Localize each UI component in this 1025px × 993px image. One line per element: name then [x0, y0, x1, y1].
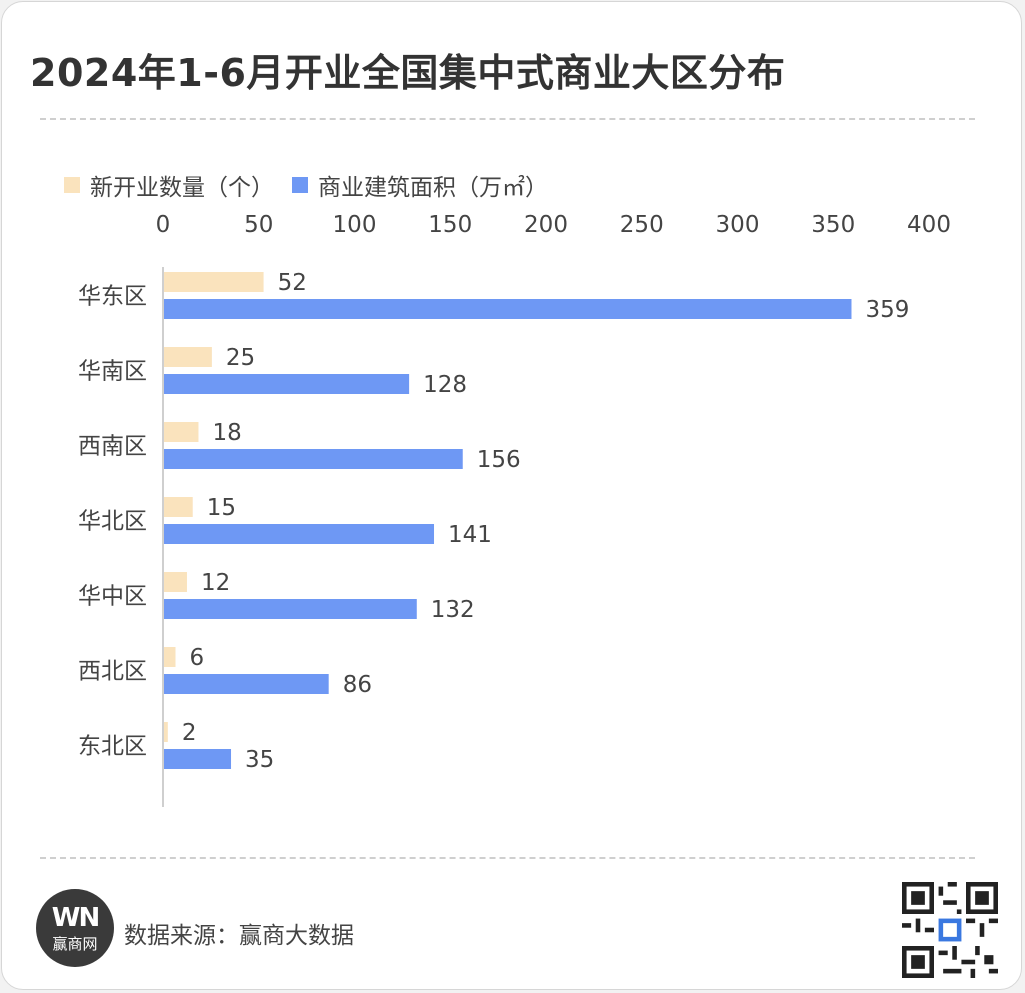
category-label: 华南区	[78, 359, 147, 385]
bottom-divider	[40, 857, 975, 859]
data-label: 86	[343, 672, 372, 698]
bar-floor-area	[164, 449, 463, 469]
category-label: 西南区	[78, 434, 147, 460]
bar-new-openings	[164, 347, 212, 367]
legend-label-series2: 商业建筑面积（万㎡）	[318, 175, 548, 201]
legend-item-series2: 商业建筑面积（万㎡）	[292, 168, 548, 202]
legend-item-series1: 新开业数量（个）	[64, 168, 274, 202]
x-tick-label: 250	[620, 212, 664, 238]
data-label: 2	[182, 720, 197, 746]
data-label: 156	[477, 447, 521, 473]
x-tick-label: 200	[524, 212, 568, 238]
x-tick-label: 400	[907, 212, 951, 238]
legend-swatch-series1	[64, 177, 80, 193]
bar-floor-area	[164, 599, 417, 619]
logo-mark: WN	[51, 903, 100, 933]
data-label: 15	[207, 495, 236, 521]
x-tick-label: 100	[333, 212, 377, 238]
bar-floor-area	[164, 374, 410, 394]
data-label: 128	[423, 372, 467, 398]
logo-text: 赢商网	[52, 935, 98, 953]
category-label: 华北区	[78, 509, 147, 535]
x-tick-label: 350	[811, 212, 855, 238]
bar-floor-area	[164, 524, 435, 544]
category-label: 东北区	[78, 734, 147, 760]
bar-new-openings	[164, 497, 193, 517]
top-divider	[40, 118, 975, 120]
bar-new-openings	[164, 722, 168, 742]
legend-swatch-series2	[292, 177, 308, 193]
bar-floor-area	[164, 749, 232, 769]
data-label: 25	[226, 345, 255, 371]
x-tick-label: 0	[156, 212, 171, 238]
bar-floor-area	[164, 674, 329, 694]
category-label: 西北区	[78, 659, 147, 685]
chart-title: 2024年1-6月开业全国集中式商业大区分布	[30, 51, 786, 95]
bar-new-openings	[164, 272, 264, 292]
data-source: 数据来源：赢商大数据	[124, 923, 354, 949]
data-label: 141	[448, 522, 492, 548]
data-label: 359	[865, 297, 909, 323]
qr-code	[902, 882, 998, 978]
x-tick-label: 50	[244, 212, 273, 238]
data-label: 35	[245, 747, 274, 773]
category-label: 华中区	[78, 584, 147, 610]
data-label: 12	[201, 570, 230, 596]
legend: 新开业数量（个） 商业建筑面积（万㎡）	[64, 168, 566, 202]
data-label: 6	[189, 645, 204, 671]
bar-chart: 0 50 100 150 200 250 300 350 400华东区52359华南区25128…	[78, 212, 951, 807]
winshang-logo: WN 赢商网	[36, 889, 114, 967]
bar-floor-area	[164, 299, 852, 319]
data-label: 18	[212, 420, 241, 446]
legend-label-series1: 新开业数量（个）	[90, 175, 274, 201]
data-label: 52	[278, 270, 307, 296]
bar-new-openings	[164, 572, 187, 592]
data-label: 132	[431, 597, 475, 623]
x-tick-label: 300	[716, 212, 760, 238]
bar-new-openings	[164, 647, 176, 667]
category-label: 华东区	[78, 284, 147, 310]
bar-new-openings	[164, 422, 199, 442]
x-tick-label: 150	[428, 212, 472, 238]
